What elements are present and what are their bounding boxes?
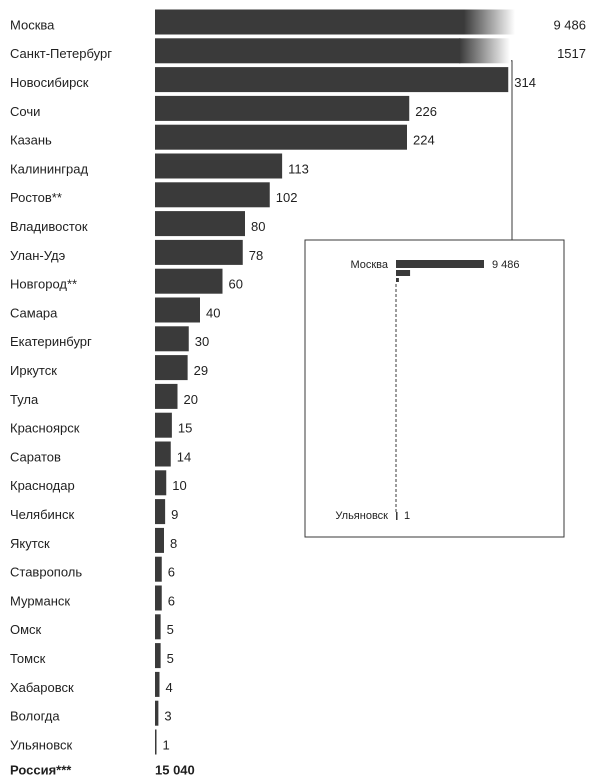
value-label: 78 xyxy=(249,248,263,263)
bar xyxy=(155,67,509,93)
bar xyxy=(155,671,160,697)
category-label: Ульяновск xyxy=(10,737,72,752)
category-label: Владивосток xyxy=(10,219,88,234)
bar xyxy=(155,729,157,755)
category-label: Ростов** xyxy=(10,190,62,205)
category-label: Новгород** xyxy=(10,277,77,292)
category-label: Саратов xyxy=(10,449,61,464)
value-label: 60 xyxy=(229,277,243,292)
bar xyxy=(155,297,200,323)
category-label: Омск xyxy=(10,622,42,637)
category-label: Калининград xyxy=(10,161,88,176)
bar xyxy=(155,441,171,467)
inset-bar xyxy=(396,260,484,268)
bar xyxy=(155,38,461,64)
category-label: Мурманск xyxy=(10,593,70,608)
category-label: Тула xyxy=(10,392,39,407)
bar-fade xyxy=(459,38,510,64)
value-label: 20 xyxy=(184,392,198,407)
value-label: 10 xyxy=(172,478,186,493)
inset-top-value: 9 486 xyxy=(492,259,520,271)
category-label: Новосибирск xyxy=(10,75,89,90)
inset-bar xyxy=(396,270,411,276)
inset-box xyxy=(304,239,565,538)
bar xyxy=(155,211,245,237)
inset-connector xyxy=(511,60,513,240)
total-value: 15 040 xyxy=(155,762,195,777)
category-label: Москва xyxy=(10,17,55,32)
inset-top-label: Москва xyxy=(350,259,388,271)
category-label: Казань xyxy=(10,133,52,148)
value-label: 1 xyxy=(163,737,170,752)
inset-bar xyxy=(396,278,399,282)
value-label: 14 xyxy=(177,449,191,464)
bar xyxy=(155,95,410,121)
category-label: Хабаровск xyxy=(10,680,74,695)
bar xyxy=(155,268,223,294)
bar xyxy=(155,614,161,640)
value-label: 1517 xyxy=(557,46,586,61)
bar xyxy=(155,700,159,726)
value-label: 314 xyxy=(514,75,536,90)
value-label: 113 xyxy=(288,161,309,176)
value-label: 40 xyxy=(206,305,220,320)
inset-bottom-label: Ульяновск xyxy=(335,510,388,522)
bar xyxy=(155,585,162,611)
category-label: Иркутск xyxy=(10,363,57,378)
bar xyxy=(155,499,166,525)
category-label: Санкт-Петербург xyxy=(10,46,112,61)
category-label: Самара xyxy=(10,305,58,320)
category-label: Томск xyxy=(10,651,46,666)
category-label: Улан-Удэ xyxy=(10,248,66,263)
bar xyxy=(155,355,188,381)
inset-bar xyxy=(396,512,398,520)
value-label: 4 xyxy=(166,680,173,695)
value-label: 5 xyxy=(167,622,174,637)
value-label: 9 xyxy=(171,507,178,522)
value-label: 15 xyxy=(178,421,192,436)
category-label: Челябинск xyxy=(10,507,74,522)
total-label: Россия*** xyxy=(10,762,72,777)
inset-bottom-value: 1 xyxy=(404,510,410,522)
bar xyxy=(155,470,167,496)
value-label: 224 xyxy=(413,133,435,148)
value-label: 9 486 xyxy=(553,17,586,32)
bar xyxy=(155,182,270,208)
bar xyxy=(155,9,465,35)
value-label: 80 xyxy=(251,219,265,234)
bar xyxy=(155,153,283,179)
category-label: Краснодар xyxy=(10,478,75,493)
category-label: Вологда xyxy=(10,709,60,724)
bar xyxy=(155,239,243,265)
bar xyxy=(155,124,407,150)
bar xyxy=(155,556,162,582)
value-label: 30 xyxy=(195,334,209,349)
bar xyxy=(155,643,161,669)
category-label: Сочи xyxy=(10,104,40,119)
value-label: 5 xyxy=(167,651,174,666)
category-label: Екатеринбург xyxy=(10,334,92,349)
value-label: 29 xyxy=(194,363,208,378)
value-label: 3 xyxy=(164,709,171,724)
value-label: 6 xyxy=(168,565,175,580)
category-label: Красноярск xyxy=(10,421,80,436)
value-label: 6 xyxy=(168,593,175,608)
bar xyxy=(155,412,172,438)
bar xyxy=(155,326,189,352)
value-label: 8 xyxy=(170,536,177,551)
category-label: Ставрополь xyxy=(10,565,82,580)
bar xyxy=(155,383,178,409)
value-label: 226 xyxy=(415,104,437,119)
category-label: Якутск xyxy=(10,536,50,551)
bar-fade xyxy=(463,9,515,35)
value-label: 102 xyxy=(276,190,298,205)
bar xyxy=(155,527,164,553)
